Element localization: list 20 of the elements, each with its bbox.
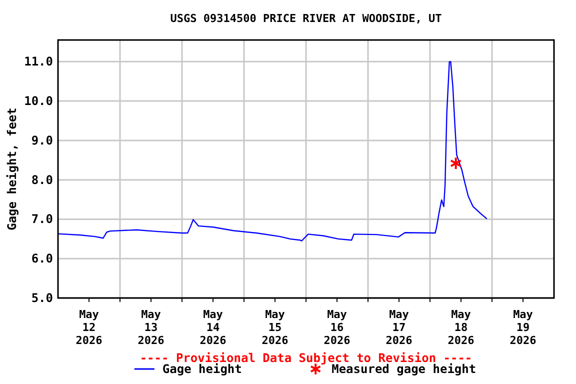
y-tick-label: 6.0 bbox=[31, 252, 53, 266]
x-tick-label: May 16 2026 bbox=[324, 308, 351, 347]
x-tick-label: May 12 2026 bbox=[76, 308, 103, 347]
x-tick-label: May 13 2026 bbox=[138, 308, 165, 347]
x-tick-label: May 18 2026 bbox=[448, 308, 475, 347]
y-tick-label: 8.0 bbox=[31, 172, 53, 187]
legend-label: Gage height bbox=[162, 362, 242, 376]
x-tick-label: May 14 2026 bbox=[200, 308, 227, 347]
y-tick-label: 11.0 bbox=[24, 54, 53, 69]
x-tick-label: May 17 2026 bbox=[386, 308, 413, 347]
x-tick-label: May 19 2026 bbox=[510, 308, 537, 347]
y-tick-label: 5.0 bbox=[31, 291, 53, 305]
y-tick-label: 9.0 bbox=[31, 133, 53, 148]
x-tick-label: May 15 2026 bbox=[262, 308, 289, 347]
y-tick-label: 10.0 bbox=[24, 94, 53, 108]
chart-title: USGS 09314500 PRICE RIVER AT WOODSIDE, UT bbox=[170, 12, 442, 25]
line-series bbox=[57, 61, 488, 242]
y-tick-label: 7.0 bbox=[31, 212, 53, 226]
y-axis-title: Gage height, feet bbox=[5, 108, 19, 230]
legend-label: Measured gage height bbox=[332, 362, 476, 376]
